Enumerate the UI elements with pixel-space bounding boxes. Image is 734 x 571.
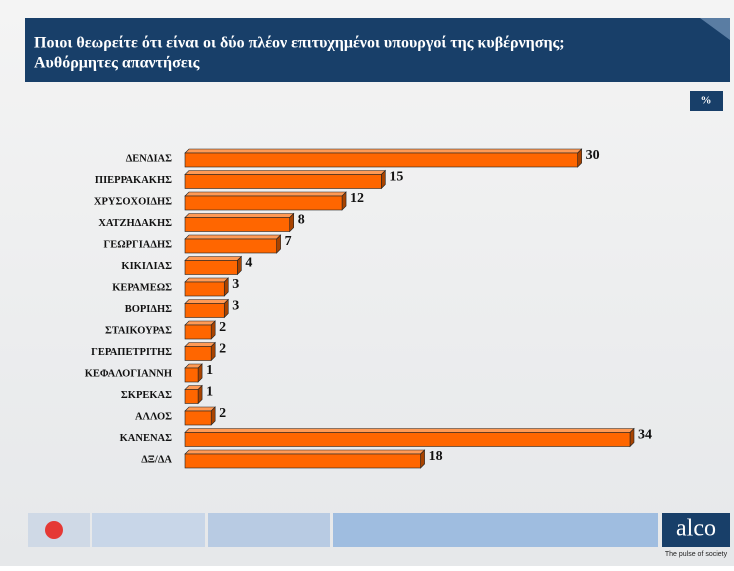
bar bbox=[184, 384, 203, 405]
chart-title: Ποιοι θεωρείτε ότι είναι οι δύο πλέον επ… bbox=[34, 35, 565, 52]
category-label: ΚΕΡΑΜΕΩΣ bbox=[112, 282, 172, 293]
category-label: ΓΕΡΑΠΕΤΡΙΤΗΣ bbox=[91, 347, 172, 358]
bar bbox=[184, 341, 216, 362]
bar bbox=[184, 212, 295, 233]
bar bbox=[184, 449, 426, 469]
bar bbox=[184, 148, 583, 168]
tagline: The pulse of society bbox=[665, 551, 728, 558]
bar bbox=[184, 298, 229, 319]
category-label: ΒΟΡΙΔΗΣ bbox=[125, 304, 172, 315]
chart-subtitle: Αυθόρμητες απαντήσεις bbox=[34, 55, 200, 72]
footer-logo bbox=[45, 521, 63, 539]
bar bbox=[184, 234, 282, 254]
category-label: ΔΞ/ΔΑ bbox=[141, 454, 172, 465]
brand-box bbox=[662, 513, 730, 547]
value-label: 3 bbox=[232, 299, 239, 314]
value-label: 3 bbox=[232, 277, 239, 292]
bar bbox=[184, 320, 216, 340]
bar bbox=[184, 406, 216, 426]
value-label: 18 bbox=[429, 449, 443, 464]
unit-badge-text: % bbox=[701, 95, 712, 107]
category-label: ΚΙΚΙΛΙΑΣ bbox=[121, 261, 172, 272]
footer-block bbox=[208, 513, 330, 547]
footer-block bbox=[92, 513, 205, 547]
value-label: 1 bbox=[206, 385, 213, 400]
brand: alco bbox=[676, 516, 716, 542]
category-label: ΓΕΩΡΓΙΑΔΗΣ bbox=[104, 239, 173, 250]
category-label: ΣΚΡΕΚΑΣ bbox=[121, 390, 172, 401]
value-label: 1 bbox=[206, 363, 213, 378]
category-label: ΔΕΝΔΙΑΣ bbox=[126, 153, 172, 164]
value-label: 2 bbox=[219, 342, 226, 357]
bar bbox=[184, 169, 387, 190]
value-label: 12 bbox=[350, 191, 364, 206]
value-label: 2 bbox=[219, 320, 226, 335]
value-label: 4 bbox=[245, 256, 252, 271]
value-label: 2 bbox=[219, 406, 226, 421]
title-banner bbox=[25, 18, 730, 82]
bar bbox=[184, 191, 347, 211]
category-label: ΑΛΛΟΣ bbox=[135, 411, 172, 422]
value-label: 7 bbox=[285, 234, 292, 249]
footer: alco The pulse of society bbox=[28, 513, 730, 558]
bar bbox=[184, 277, 229, 297]
value-label: 15 bbox=[389, 170, 403, 185]
category-label: ΣΤΑΙΚΟΥΡΑΣ bbox=[105, 325, 172, 336]
category-label: ΚΕΦΑΛΟΓΙΑΝΝΗ bbox=[85, 368, 172, 379]
bar bbox=[184, 427, 635, 448]
unit-badge bbox=[690, 91, 723, 111]
category-label: ΧΡΥΣΟΧΟΙΔΗΣ bbox=[94, 196, 172, 207]
footer-block bbox=[333, 513, 658, 547]
bar bbox=[184, 255, 243, 276]
category-label: ΠΙΕΡΡΑΚΑΚΗΣ bbox=[95, 175, 172, 186]
category-label: ΚΑΝΕΝΑΣ bbox=[120, 433, 173, 444]
value-label: 30 bbox=[586, 148, 600, 163]
category-label: ΧΑΤΖΗΔΑΚΗΣ bbox=[98, 218, 172, 229]
value-label: 34 bbox=[638, 428, 652, 443]
banner-corner bbox=[700, 18, 730, 40]
value-label: 8 bbox=[298, 213, 305, 228]
bar bbox=[184, 363, 203, 383]
